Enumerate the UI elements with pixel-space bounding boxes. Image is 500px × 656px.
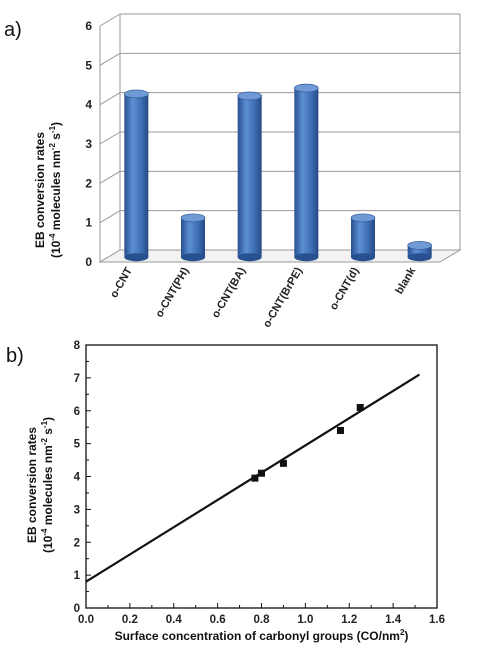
bar-chart-grid — [99, 13, 460, 263]
x-tick-label: 1.6 — [429, 614, 445, 626]
bar-top — [237, 91, 262, 101]
grid-side-line — [99, 170, 121, 184]
grid-side-line — [99, 131, 121, 145]
category-label: o-CNT(PH) — [153, 265, 191, 319]
y-tick-label: 4 — [74, 472, 81, 484]
scatter-y-ticks: 0 1 2 3 4 5 6 7 8 — [74, 340, 91, 615]
x-tick-label: 1.2 — [341, 614, 357, 626]
bar-body — [407, 245, 432, 258]
bar-body — [294, 88, 319, 258]
bar — [124, 89, 149, 262]
scatter-chart-panel-b: 0.0 0.2 0.4 0.6 0.8 1.0 1.2 1.4 1.6 0 1 2 3 4 5 6 7 8 Su… — [25, 340, 445, 643]
panel-a-label: a) — [4, 19, 22, 41]
bar-body — [124, 93, 149, 258]
bar-base — [407, 253, 432, 262]
bar-base — [294, 253, 319, 262]
category-label: o-CNT — [108, 265, 135, 300]
bar-chart-bars — [124, 83, 432, 262]
x-tick-label: 0.6 — [210, 614, 226, 626]
bar-chart-axes — [98, 14, 462, 263]
data-point — [258, 469, 265, 477]
y-axis-label-line1: EB conversion rates — [25, 427, 39, 543]
bar-top — [294, 83, 319, 93]
bar-chart-y-ticks: 0 1 2 3 4 5 6 — [85, 19, 92, 269]
data-point — [336, 426, 344, 434]
bar — [294, 83, 319, 262]
grid-side-line — [99, 13, 121, 27]
category-label: o-CNT(BrPE) — [261, 265, 305, 330]
scatter-y-axis-label: EB conversion rates (10-4 molecules nm-2… — [25, 417, 55, 553]
bar — [237, 91, 262, 262]
bar-base — [181, 253, 205, 262]
bar-base — [124, 253, 149, 262]
x-tick-label: 0.0 — [78, 614, 94, 626]
grid-side-line — [99, 210, 121, 224]
bar-top — [124, 89, 149, 99]
x-tick-label: 0.4 — [166, 614, 183, 626]
grid-side-line — [99, 52, 121, 66]
x-axis-label: Surface concentration of carbonyl groups… — [115, 628, 409, 643]
data-point — [251, 474, 259, 482]
y-tick-label: 6 — [85, 19, 92, 33]
y-axis-label-line1: EB conversion rates — [33, 132, 47, 248]
y-tick-label: 1 — [85, 216, 92, 230]
y-axis-label-line2: (10-4 molecules nm-2 s-1) — [48, 122, 63, 258]
x-tick-label: 0.8 — [254, 614, 271, 626]
data-point — [356, 403, 364, 411]
y-tick-label: 5 — [85, 58, 92, 72]
y-tick-label: 1 — [74, 570, 81, 582]
y-tick-label: 2 — [74, 537, 80, 549]
bar-chart-panel-a: 0 1 2 3 4 5 6 o-CNT o-CNT(PH) o-CNT(BA) o-CNT(BrP… — [33, 13, 462, 330]
grid-side-line — [99, 92, 121, 106]
bar-chart-categories: o-CNT o-CNT(PH) o-CNT(BA) o-CNT(BrPE) o-CNT(… — [108, 265, 419, 330]
chart-floor — [98, 249, 462, 263]
y-tick-label: 6 — [74, 406, 80, 418]
bar-chart-y-axis-label: EB conversion rates (10-4 molecules nm-2… — [33, 122, 63, 258]
bar-top — [180, 213, 206, 223]
y-axis-label-line2: (10-4 molecules nm-2 s-1) — [40, 417, 55, 553]
bar — [180, 213, 206, 262]
bar-base — [237, 253, 262, 262]
y-tick-label: 0 — [85, 255, 92, 269]
bar-top — [407, 241, 432, 250]
x-tick-label: 0.2 — [122, 614, 138, 626]
category-label: o-CNT(d) — [328, 265, 362, 312]
category-label: o-CNT(BA) — [210, 265, 249, 320]
bar-base — [351, 253, 375, 262]
scatter-points — [251, 403, 364, 482]
category-label: blank — [394, 265, 419, 297]
y-tick-label: 5 — [74, 439, 81, 451]
y-tick-label: 8 — [74, 340, 81, 352]
y-tick-label: 3 — [74, 504, 80, 516]
y-tick-label: 2 — [85, 176, 92, 190]
bar-body — [237, 95, 262, 258]
x-tick-label: 1.0 — [297, 614, 313, 626]
y-tick-label: 3 — [85, 137, 92, 151]
data-point — [279, 459, 287, 467]
x-tick-label: 1.4 — [385, 614, 402, 626]
scatter-x-ticks: 0.0 0.2 0.4 0.6 0.8 1.0 1.2 1.4 1.6 — [78, 603, 445, 626]
bar-body — [351, 217, 375, 258]
bar — [407, 241, 432, 262]
panel-b-label: b) — [6, 345, 24, 367]
y-tick-label: 4 — [85, 98, 92, 112]
y-tick-label: 0 — [74, 603, 80, 615]
y-tick-label: 7 — [74, 373, 80, 385]
bar-body — [181, 217, 205, 258]
bar-top — [350, 213, 376, 223]
bar — [350, 213, 376, 262]
